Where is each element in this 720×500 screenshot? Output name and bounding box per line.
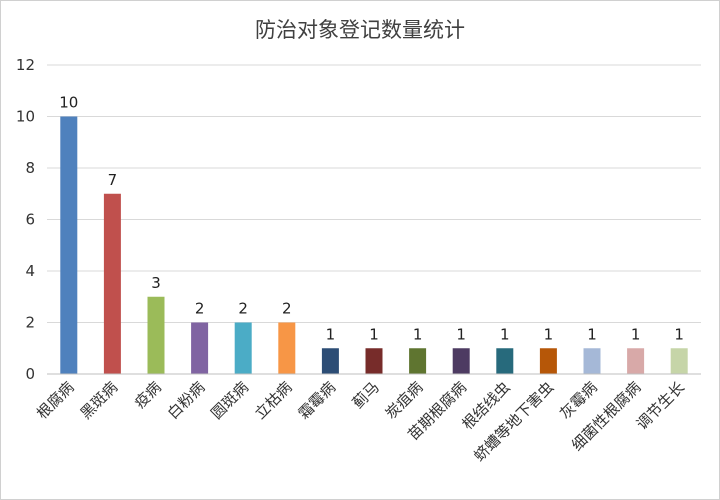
- bar: [191, 322, 209, 374]
- data-label: 1: [544, 325, 554, 343]
- bars: [60, 116, 688, 374]
- bar: [670, 348, 688, 374]
- chart-title: 防治对象登记数量统计: [255, 18, 465, 42]
- bar: [496, 348, 514, 374]
- y-tick-label: 10: [16, 108, 35, 126]
- category-label: 霜霉病: [295, 378, 340, 423]
- data-label: 1: [369, 325, 379, 343]
- y-tick-label: 2: [25, 314, 35, 332]
- data-label: 1: [326, 325, 336, 343]
- bar: [278, 322, 296, 374]
- category-label: 蛴螬等地下害虫: [470, 378, 557, 465]
- bar: [147, 296, 165, 374]
- y-axis-ticks: 0 2 4 6 8 10 12: [16, 56, 35, 383]
- bar: [321, 348, 339, 374]
- bar: [409, 348, 427, 374]
- data-label: 2: [195, 300, 205, 318]
- y-tick-label: 12: [16, 56, 35, 74]
- category-label: 疫病: [131, 378, 165, 412]
- bar: [539, 348, 557, 374]
- bar: [60, 116, 78, 374]
- data-label: 2: [282, 300, 292, 318]
- y-tick-label: 4: [25, 262, 35, 280]
- data-label: 1: [587, 325, 597, 343]
- bar: [234, 322, 252, 374]
- bar: [627, 348, 645, 374]
- data-label: 2: [238, 300, 248, 318]
- category-label: 蓟马: [349, 378, 383, 412]
- data-label: 7: [108, 171, 118, 189]
- data-label: 1: [631, 325, 641, 343]
- bar: [103, 193, 121, 374]
- data-label: 3: [151, 274, 161, 292]
- data-label: 1: [674, 325, 684, 343]
- y-tick-label: 0: [25, 365, 35, 383]
- category-label: 圆斑病: [207, 378, 252, 423]
- data-label: 1: [500, 325, 510, 343]
- bar: [583, 348, 601, 374]
- data-label: 10: [59, 94, 78, 112]
- category-label: 白粉病: [164, 378, 209, 423]
- category-labels: 根腐病 黑斑病 疫病 白粉病 圆斑病 立枯病 霜霉病 蓟马 炭疽病苗期根腐病根结线虫蛴螬等地下害…: [33, 378, 688, 465]
- category-label: 调节生长: [633, 378, 688, 433]
- bar: [365, 348, 383, 374]
- y-tick-label: 8: [25, 159, 35, 177]
- data-label: 1: [456, 325, 466, 343]
- data-labels: 10 7 3 2 2 2 1 1 1 1 1 1 1 1 1: [59, 94, 684, 344]
- category-label: 黑斑病: [77, 378, 122, 423]
- gridlines: [47, 64, 701, 323]
- bar: [452, 348, 470, 374]
- category-label: 根腐病: [33, 378, 78, 423]
- y-tick-label: 6: [25, 211, 35, 229]
- category-label: 立枯病: [251, 378, 296, 423]
- data-label: 1: [413, 325, 423, 343]
